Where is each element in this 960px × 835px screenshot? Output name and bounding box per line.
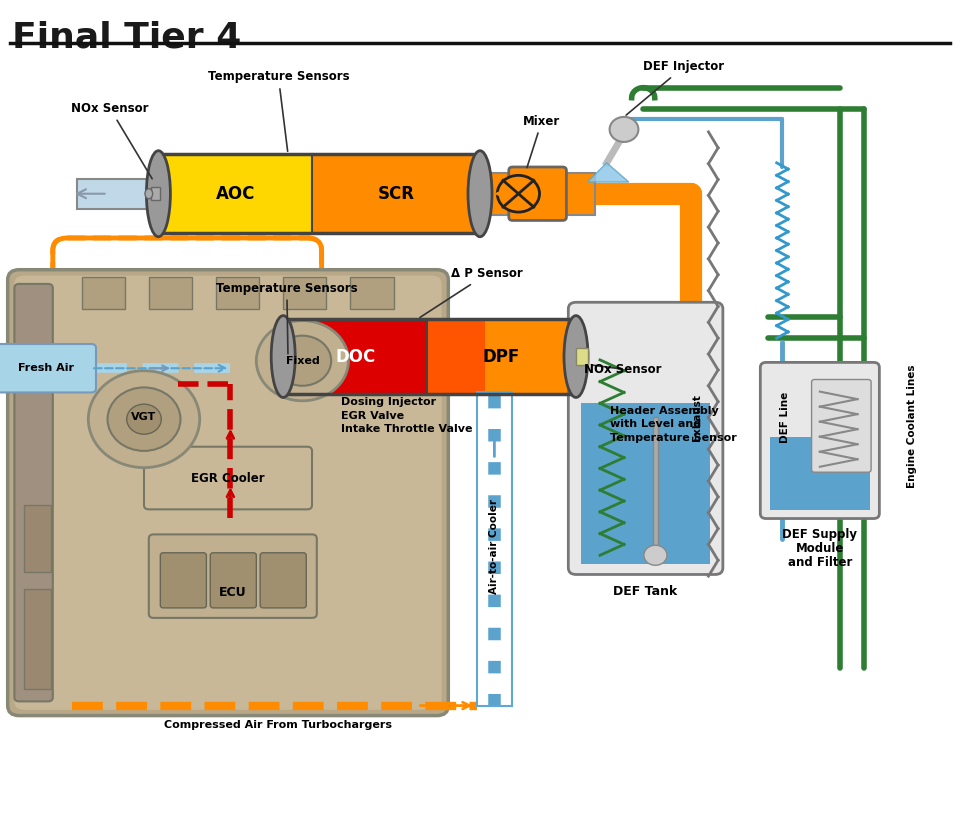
FancyBboxPatch shape — [260, 553, 306, 608]
FancyBboxPatch shape — [14, 276, 442, 710]
Text: AOC: AOC — [215, 185, 255, 203]
Text: NOx Sensor: NOx Sensor — [71, 102, 153, 179]
Text: Temperature Sensors: Temperature Sensors — [216, 281, 358, 354]
Bar — [477, 392, 512, 706]
Text: NOx Sensor: NOx Sensor — [584, 362, 661, 376]
Text: with Level and: with Level and — [610, 419, 701, 429]
Text: Engine Coolant Lines: Engine Coolant Lines — [907, 364, 917, 488]
Bar — [350, 277, 394, 309]
FancyBboxPatch shape — [811, 379, 871, 473]
FancyBboxPatch shape — [144, 447, 312, 509]
Text: DEF Line: DEF Line — [780, 392, 790, 443]
FancyBboxPatch shape — [160, 553, 206, 608]
Bar — [653, 417, 659, 559]
FancyBboxPatch shape — [568, 302, 723, 574]
FancyBboxPatch shape — [14, 284, 53, 701]
Bar — [82, 277, 125, 309]
FancyBboxPatch shape — [149, 534, 317, 618]
Bar — [770, 438, 870, 510]
Text: Exhaust: Exhaust — [692, 394, 702, 441]
FancyBboxPatch shape — [509, 167, 566, 220]
Circle shape — [256, 321, 348, 401]
Polygon shape — [588, 163, 629, 182]
Bar — [581, 403, 710, 564]
Text: EGR Cooler: EGR Cooler — [191, 472, 265, 484]
Text: Temperature Sensors: Temperature Sensors — [207, 70, 349, 151]
Bar — [77, 179, 163, 209]
Bar — [485, 319, 576, 394]
FancyBboxPatch shape — [760, 362, 879, 519]
Bar — [24, 505, 51, 572]
Bar — [283, 277, 326, 309]
Text: SCR: SCR — [377, 185, 415, 203]
Bar — [480, 173, 514, 215]
Circle shape — [88, 371, 200, 468]
Text: DOC: DOC — [335, 347, 375, 366]
Text: DEF Tank: DEF Tank — [613, 584, 678, 598]
Circle shape — [610, 117, 638, 142]
Circle shape — [127, 404, 161, 434]
Text: Air-to-air Cooler: Air-to-air Cooler — [490, 499, 499, 595]
Ellipse shape — [146, 150, 171, 237]
Bar — [149, 277, 192, 309]
Bar — [427, 319, 576, 394]
Text: Temperature Sensor: Temperature Sensor — [610, 433, 736, 443]
Bar — [158, 154, 312, 233]
FancyBboxPatch shape — [0, 344, 96, 392]
Text: ECU: ECU — [219, 586, 247, 600]
Text: Header Assembly: Header Assembly — [610, 406, 718, 416]
Circle shape — [108, 387, 180, 451]
Text: Dosing Injector: Dosing Injector — [341, 397, 436, 407]
Circle shape — [274, 336, 331, 386]
Ellipse shape — [468, 150, 492, 237]
Ellipse shape — [564, 316, 588, 397]
Text: Mixer: Mixer — [523, 114, 561, 168]
Circle shape — [644, 545, 667, 565]
Text: EGR Valve: EGR Valve — [341, 411, 404, 421]
Text: VGT: VGT — [132, 412, 156, 423]
Text: DEF Injector: DEF Injector — [626, 60, 725, 115]
Bar — [158, 154, 480, 233]
Text: Δ P Sensor: Δ P Sensor — [420, 267, 523, 317]
Circle shape — [497, 175, 540, 212]
Text: and Filter: and Filter — [787, 556, 852, 569]
Text: Fixed: Fixed — [285, 356, 320, 366]
Bar — [151, 187, 160, 200]
Bar — [312, 154, 480, 233]
Text: Module: Module — [796, 542, 844, 555]
Text: Final Tier 4: Final Tier 4 — [12, 21, 241, 55]
FancyBboxPatch shape — [210, 553, 256, 608]
FancyBboxPatch shape — [8, 270, 448, 716]
Ellipse shape — [271, 316, 296, 397]
Bar — [562, 173, 595, 215]
Text: Fresh Air: Fresh Air — [17, 363, 74, 373]
Bar — [216, 277, 259, 309]
Text: DPF: DPF — [483, 347, 520, 366]
Bar — [576, 348, 588, 365]
Bar — [283, 319, 576, 394]
Bar — [283, 319, 427, 394]
Text: Compressed Air From Turbochargers: Compressed Air From Turbochargers — [164, 720, 393, 730]
Text: DEF Supply: DEF Supply — [782, 528, 857, 541]
Text: Intake Throttle Valve: Intake Throttle Valve — [341, 424, 472, 434]
Ellipse shape — [145, 189, 153, 199]
Bar — [24, 589, 51, 689]
